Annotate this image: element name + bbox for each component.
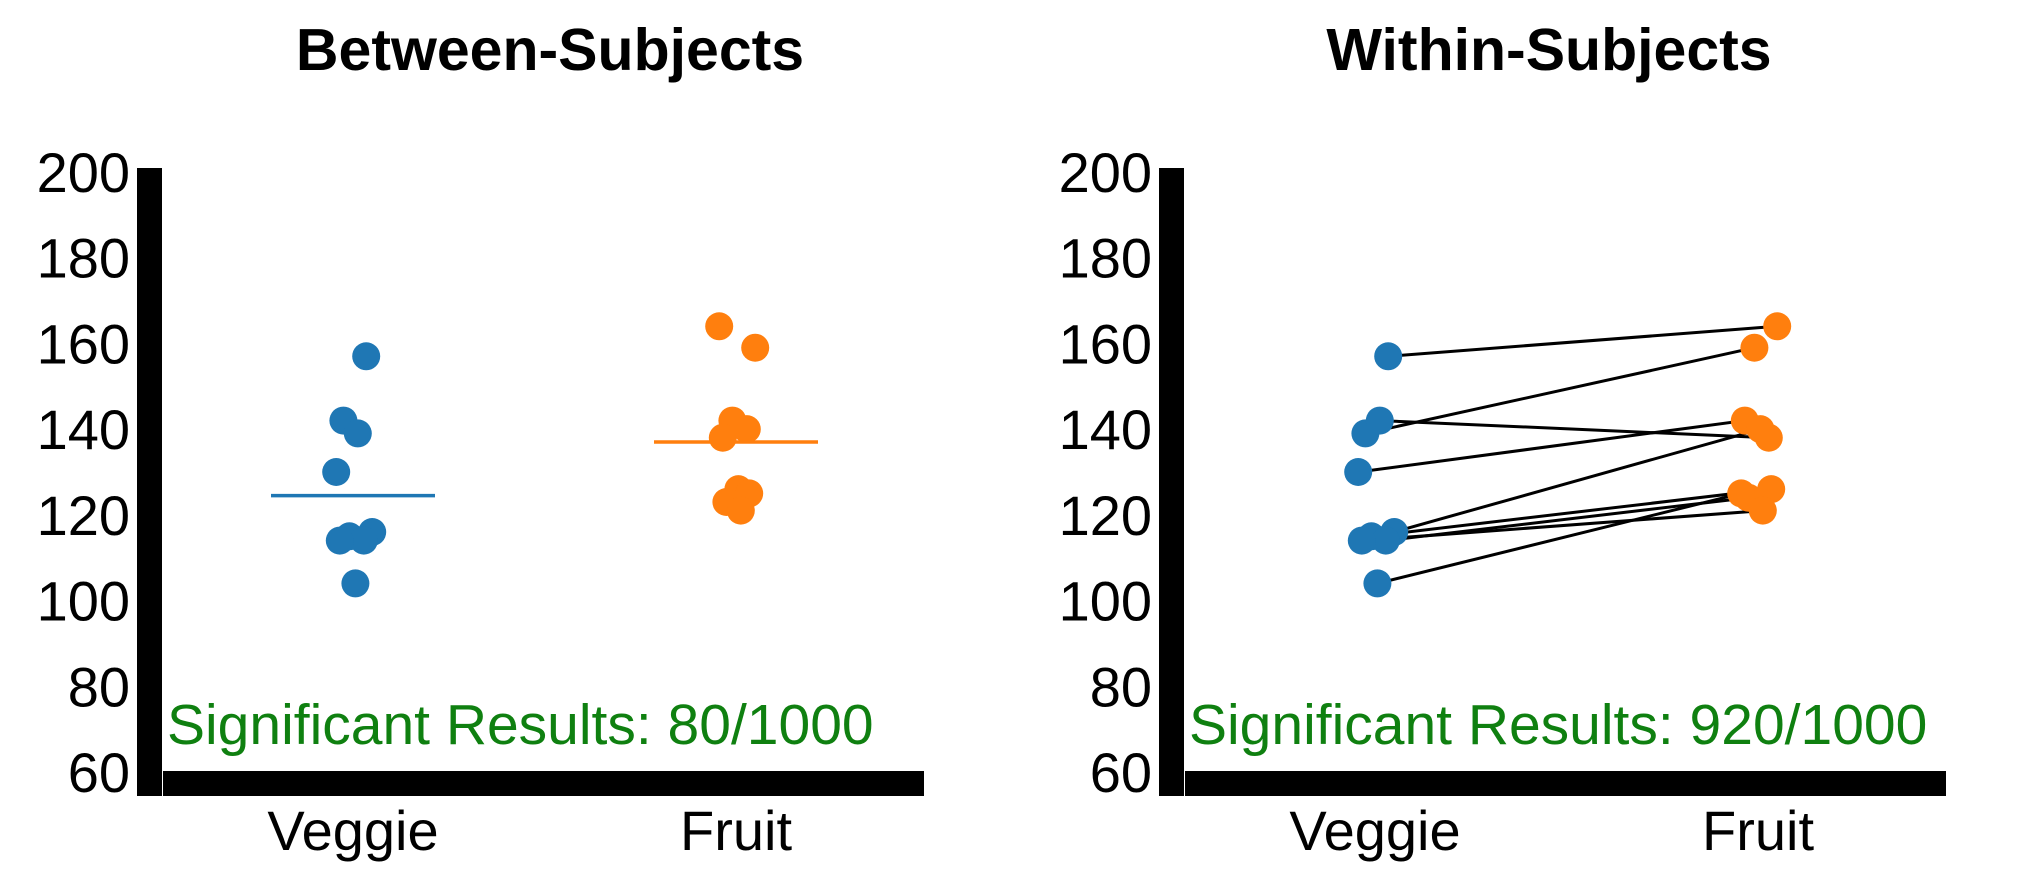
fruit-point xyxy=(1727,479,1756,508)
y-tick-label: 200 xyxy=(37,141,130,204)
veggie-point xyxy=(343,419,372,448)
y-tick-label: 120 xyxy=(37,484,130,547)
y-tick-label: 180 xyxy=(1059,227,1152,290)
y-tick-label: 60 xyxy=(68,741,130,804)
y-axis-line xyxy=(1159,168,1184,796)
chart-title: Within-Subjects xyxy=(1326,17,1771,83)
veggie-point xyxy=(1365,406,1394,435)
between-subjects-panel: Between-Subjects 6080100120140160180200 … xyxy=(37,17,924,862)
fruit-point xyxy=(1757,475,1786,504)
fruit-point xyxy=(741,333,770,362)
veggie-point xyxy=(1371,526,1400,555)
veggie-point xyxy=(1374,342,1403,371)
y-tick-label: 80 xyxy=(68,655,130,718)
y-tick-labels: 60 80 100 120 140 160 180 200 xyxy=(1059,141,1152,804)
y-tick-label: 160 xyxy=(37,312,130,375)
data-marks xyxy=(271,312,818,598)
veggie-point xyxy=(1344,458,1373,486)
paired-line xyxy=(1365,346,1755,435)
fruit-point xyxy=(1748,496,1777,525)
y-tick-label: 200 xyxy=(1059,141,1152,204)
veggie-point xyxy=(352,342,381,371)
paired-line xyxy=(1371,487,1772,538)
paired-line xyxy=(1393,427,1761,534)
y-tick-label: 180 xyxy=(37,227,130,290)
within-subjects-panel: Within-Subjects 60 80 100 120 140 160 180 200 V… xyxy=(1059,17,1946,862)
data-marks xyxy=(1344,312,1792,598)
x-axis-line xyxy=(163,771,924,796)
veggie-point xyxy=(349,526,378,555)
paired-line xyxy=(1361,509,1763,543)
chart-title: Between-Subjects xyxy=(296,17,804,83)
x-tick-label-fruit: Fruit xyxy=(680,799,792,862)
y-tick-label: 140 xyxy=(37,398,130,461)
veggie-point xyxy=(1347,526,1376,555)
veggie-point xyxy=(341,569,370,598)
fruit-point xyxy=(705,312,734,341)
fruit-point xyxy=(1763,312,1792,341)
paired-line xyxy=(1379,419,1769,440)
y-tick-labels: 60 80 100 120 140 160 180 200 xyxy=(37,141,130,804)
y-tick-label: 100 xyxy=(1059,570,1152,633)
veggie-point xyxy=(322,458,351,486)
x-tick-label-veggie: Veggie xyxy=(1289,799,1460,862)
x-axis-line xyxy=(1185,771,1946,796)
fruit-point xyxy=(726,496,755,525)
fruit-point xyxy=(732,415,761,444)
paired-line xyxy=(1388,324,1778,358)
y-axis-line xyxy=(137,168,162,796)
x-tick-label-fruit: Fruit xyxy=(1702,799,1814,862)
paired-line xyxy=(1358,419,1745,474)
y-tick-label: 120 xyxy=(1059,484,1152,547)
paired-line xyxy=(1377,491,1742,585)
fruit-point xyxy=(1746,415,1775,444)
veggie-point xyxy=(1363,569,1392,598)
y-tick-label: 100 xyxy=(37,570,130,633)
y-tick-label: 80 xyxy=(1090,655,1152,718)
y-tick-label: 60 xyxy=(1090,741,1152,804)
fruit-point xyxy=(1740,333,1769,362)
x-tick-label-veggie: Veggie xyxy=(267,799,438,862)
significance-annotation: Significant Results: 920/1000 xyxy=(1189,693,1927,757)
fruit-point xyxy=(708,423,737,452)
veggie-point xyxy=(325,526,354,555)
y-tick-label: 160 xyxy=(1059,312,1152,375)
significance-annotation: Significant Results: 80/1000 xyxy=(167,693,874,757)
y-tick-label: 140 xyxy=(1059,398,1152,461)
